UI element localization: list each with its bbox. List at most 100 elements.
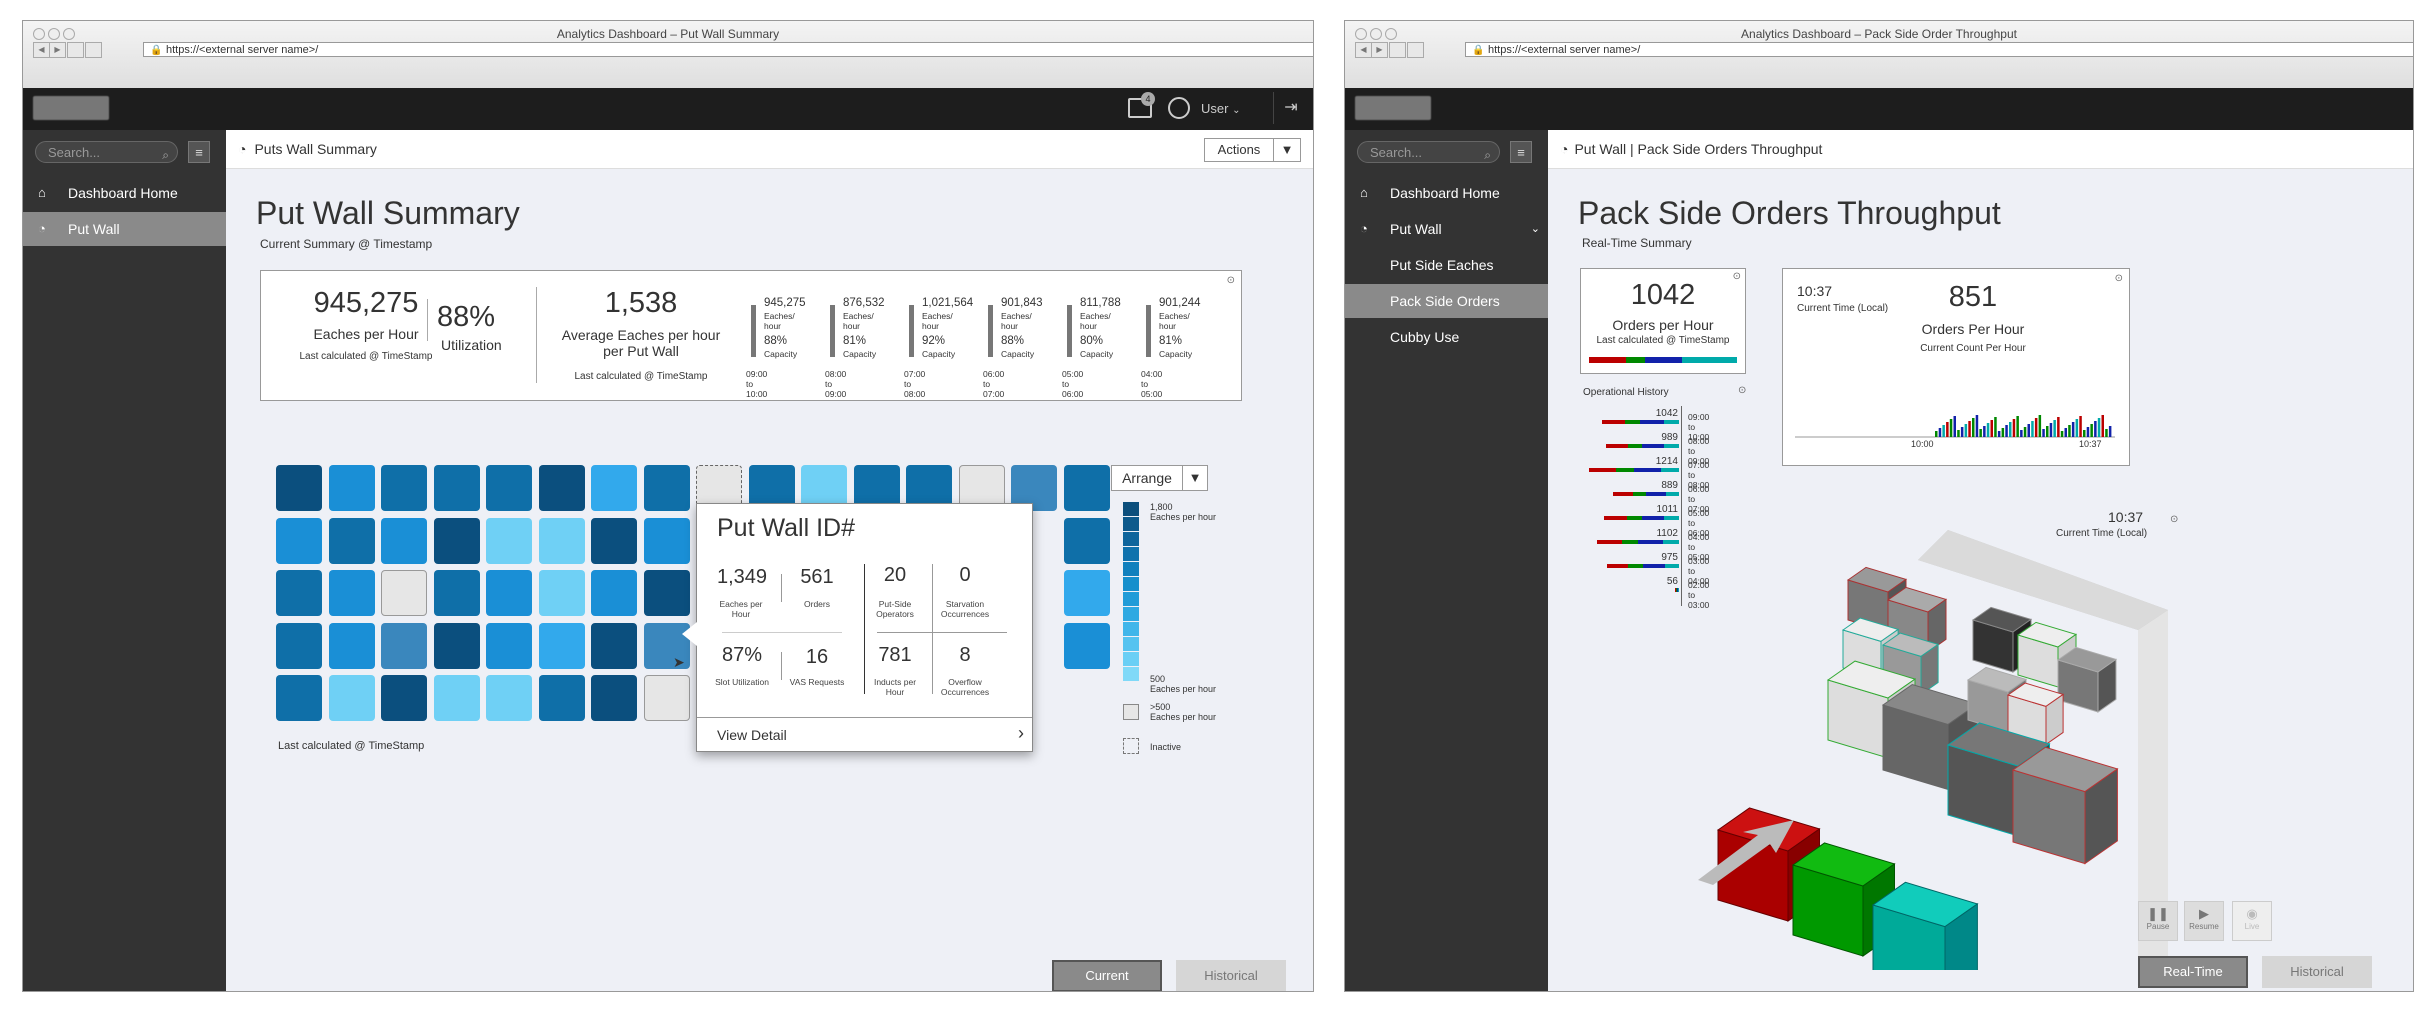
sidebar-item-dashboard-home[interactable]: ⌂ Dashboard Home: [23, 176, 226, 210]
put-wall-tile[interactable]: [643, 465, 690, 511]
sparkline-bar: [1986, 423, 1990, 437]
put-wall-tile[interactable]: [643, 675, 690, 721]
sparkline-bar: [2090, 424, 2093, 437]
current-button[interactable]: Current: [1052, 960, 1162, 991]
put-wall-tile[interactable]: [1063, 517, 1110, 564]
put-wall-tile[interactable]: [643, 622, 690, 669]
actions-button[interactable]: Actions: [1204, 138, 1274, 162]
sparkline-bar: [1942, 425, 1945, 437]
put-wall-tile[interactable]: [1063, 465, 1110, 511]
realtime-button[interactable]: Real-Time: [2138, 956, 2248, 988]
put-wall-tile[interactable]: [643, 517, 690, 564]
sparkline-bar: [2097, 418, 2101, 437]
put-wall-tile[interactable]: [328, 465, 375, 511]
pin-icon[interactable]: ⊙: [1732, 271, 1741, 282]
arrange-button[interactable]: Arrange: [1111, 465, 1183, 491]
history-value: 889: [1661, 480, 1678, 491]
address-bar[interactable]: 🔒 https://<external server name>/: [143, 42, 1313, 57]
sidebar-item-cubby-use[interactable]: Cubby Use: [1345, 320, 1548, 354]
put-wall-tile[interactable]: [276, 570, 322, 616]
put-wall-tile[interactable]: [276, 465, 322, 511]
put-wall-tile[interactable]: [328, 517, 375, 564]
put-wall-tile[interactable]: [433, 622, 480, 669]
put-wall-tile[interactable]: [591, 570, 637, 616]
sidebar-item-put-wall[interactable]: ◔ Put Wall ⌄: [1345, 212, 1548, 246]
back-icon[interactable]: ◀: [33, 42, 50, 58]
view-detail-link[interactable]: View Detail ›: [697, 717, 1032, 752]
put-wall-tile[interactable]: [591, 622, 637, 669]
sparkline-bar: [1994, 417, 1997, 437]
put-wall-tile[interactable]: [591, 675, 637, 721]
history-value: 1102: [1656, 528, 1678, 539]
gauge-icon: ◔: [1560, 141, 1569, 157]
pin-icon[interactable]: ⊙: [2170, 514, 2179, 525]
put-wall-tile[interactable]: [276, 675, 322, 721]
pin-icon[interactable]: ⊙: [1738, 385, 1747, 396]
sparkline-bar: [2034, 418, 2038, 437]
notifications-icon[interactable]: [1128, 98, 1152, 118]
put-wall-tile[interactable]: [328, 570, 375, 616]
put-wall-tile[interactable]: [486, 675, 532, 721]
sidebar-item-label: Put Wall: [68, 221, 120, 237]
menu-toggle-icon[interactable]: ≡: [1510, 141, 1532, 163]
search-input[interactable]: Search... ⌕: [35, 141, 178, 163]
put-wall-tile[interactable]: [538, 517, 585, 564]
menu-toggle-icon[interactable]: ≡: [188, 141, 210, 163]
put-wall-tile[interactable]: [433, 465, 480, 511]
put-wall-tile[interactable]: [381, 622, 427, 669]
pause-button[interactable]: ❚❚ Pause: [2138, 901, 2178, 941]
back-icon[interactable]: ◀: [1355, 42, 1372, 58]
put-wall-tile[interactable]: [433, 570, 480, 616]
search-input[interactable]: Search... ⌕: [1357, 141, 1500, 163]
live-button[interactable]: ◉ Live: [2232, 901, 2272, 941]
put-wall-tile[interactable]: [486, 570, 532, 616]
user-avatar-icon[interactable]: [1168, 97, 1190, 119]
put-wall-tile[interactable]: [328, 622, 375, 669]
put-wall-tile[interactable]: [433, 675, 480, 721]
sidebar-item-pack-side-orders[interactable]: Pack Side Orders: [1345, 284, 1558, 318]
put-wall-tile[interactable]: [486, 465, 532, 511]
put-wall-tile[interactable]: [591, 465, 637, 511]
put-wall-tile[interactable]: [538, 622, 585, 669]
put-wall-tile[interactable]: [486, 622, 532, 669]
window-controls[interactable]: [33, 27, 78, 45]
reload-icon[interactable]: [67, 42, 84, 58]
put-wall-tile[interactable]: [381, 465, 427, 511]
home-nav-icon[interactable]: [85, 42, 102, 58]
legend-swatch: [1123, 502, 1139, 516]
put-wall-tile[interactable]: [433, 517, 480, 564]
sidebar-item-dashboard-home[interactable]: ⌂ Dashboard Home: [1345, 176, 1548, 210]
logout-icon[interactable]: ⇥: [1273, 92, 1308, 124]
forward-icon[interactable]: ▶: [49, 42, 66, 58]
resume-button[interactable]: ▶ Resume: [2184, 901, 2224, 941]
home-nav-icon[interactable]: [1407, 42, 1424, 58]
sparkline-bar: [2009, 422, 2012, 437]
historical-button[interactable]: Historical: [1176, 960, 1286, 991]
put-wall-tile[interactable]: [381, 570, 427, 616]
put-wall-tile[interactable]: [381, 517, 427, 564]
put-wall-tile[interactable]: [276, 517, 322, 564]
put-wall-tile[interactable]: [328, 675, 375, 721]
sidebar-item-put-side-eaches[interactable]: Put Side Eaches: [1345, 248, 1548, 282]
user-menu[interactable]: User ⌄: [1201, 101, 1240, 116]
arrange-dropdown-icon[interactable]: ▼: [1182, 465, 1208, 491]
put-wall-tile[interactable]: [538, 465, 585, 511]
put-wall-tile[interactable]: [381, 675, 427, 721]
put-wall-tile[interactable]: [1063, 622, 1110, 669]
put-wall-tile[interactable]: [591, 517, 637, 564]
sidebar-item-put-wall[interactable]: ◔ Put Wall: [23, 212, 236, 246]
put-wall-tile[interactable]: [1063, 570, 1110, 616]
historical-button[interactable]: Historical: [2262, 956, 2372, 988]
put-wall-tile[interactable]: [538, 675, 585, 721]
put-wall-tile[interactable]: [276, 622, 322, 669]
pin-icon[interactable]: ⊙: [2114, 273, 2123, 284]
forward-icon[interactable]: ▶: [1371, 42, 1388, 58]
put-wall-tile[interactable]: [486, 517, 532, 564]
put-wall-tile[interactable]: [643, 570, 690, 616]
reload-icon[interactable]: [1389, 42, 1406, 58]
put-wall-tile[interactable]: [538, 570, 585, 616]
window-controls[interactable]: [1355, 27, 1400, 45]
actions-dropdown-icon[interactable]: ▼: [1273, 138, 1301, 162]
pin-icon[interactable]: ⊙: [1226, 275, 1235, 286]
address-bar[interactable]: 🔒 https://<external server name>/: [1465, 42, 2413, 57]
